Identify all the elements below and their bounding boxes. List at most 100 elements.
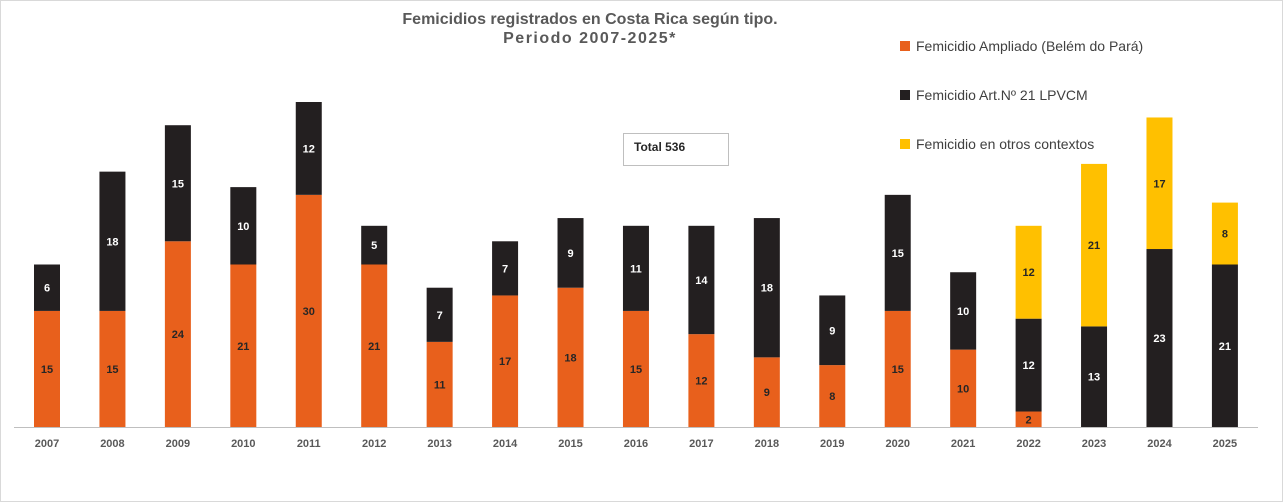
data-label: 12 xyxy=(695,376,707,388)
data-label: 12 xyxy=(1022,267,1034,279)
bar-segment xyxy=(884,310,911,427)
data-label: 12 xyxy=(1022,360,1034,372)
bar-segment xyxy=(819,295,846,366)
data-label: 7 xyxy=(437,310,443,322)
x-tick-label: 2025 xyxy=(1213,438,1237,450)
data-label: 18 xyxy=(564,352,576,364)
bar-segment xyxy=(295,102,322,195)
bar-segment xyxy=(622,310,649,427)
bar-segment xyxy=(1081,326,1108,427)
bar-segment xyxy=(99,171,126,311)
data-label: 13 xyxy=(1088,372,1100,384)
bar-segment xyxy=(622,225,649,311)
x-tick-label: 2009 xyxy=(166,438,190,450)
x-tick-label: 2013 xyxy=(427,438,451,450)
x-tick-label: 2010 xyxy=(231,438,255,450)
data-label: 18 xyxy=(106,236,118,248)
bar-segment xyxy=(230,264,257,427)
data-label: 11 xyxy=(630,263,642,275)
bar-segment xyxy=(1015,318,1042,412)
legend-swatch xyxy=(900,139,910,149)
x-tick-label: 2014 xyxy=(493,438,518,450)
legend-item-otros: Femicidio en otros contextos xyxy=(900,136,1094,152)
data-label: 17 xyxy=(499,356,511,368)
x-tick-label: 2023 xyxy=(1082,438,1106,450)
data-label: 11 xyxy=(434,379,446,391)
bar-segment xyxy=(426,341,453,427)
bar-segment xyxy=(950,272,977,350)
data-label: 5 xyxy=(371,240,377,252)
bar-segment xyxy=(557,287,584,427)
total-annotation: Total 536 xyxy=(623,133,729,166)
data-label: 10 xyxy=(957,306,969,318)
data-label: 15 xyxy=(892,248,904,260)
data-label: 7 xyxy=(502,263,508,275)
bar-segment xyxy=(164,241,191,427)
x-tick-label: 2021 xyxy=(951,438,975,450)
x-tick-label: 2016 xyxy=(624,438,648,450)
data-label: 21 xyxy=(237,341,249,353)
bar-segment xyxy=(557,218,584,288)
bar-segment xyxy=(295,194,322,427)
legend-item-ampliado: Femicidio Ampliado (Belém do Pará) xyxy=(900,38,1143,54)
data-label: 2 xyxy=(1026,414,1032,426)
bar-segment xyxy=(361,225,388,265)
data-label: 23 xyxy=(1153,333,1165,345)
legend-label: Femicidio Ampliado (Belém do Pará) xyxy=(916,38,1144,54)
data-label: 21 xyxy=(368,341,380,353)
x-tick-label: 2011 xyxy=(297,438,321,450)
bar-segment xyxy=(688,225,715,335)
chart-title: Femicidios registrados en Costa Rica seg… xyxy=(340,10,840,48)
bar-segment xyxy=(688,334,715,427)
bar-segment xyxy=(1081,163,1108,327)
bar-segment xyxy=(819,365,846,427)
data-label: 15 xyxy=(41,364,53,376)
x-tick-label: 2022 xyxy=(1016,438,1040,450)
x-tick-label: 2019 xyxy=(820,438,844,450)
legend-swatch xyxy=(900,41,910,51)
bar-segment xyxy=(1211,202,1238,265)
data-label: 9 xyxy=(567,248,573,260)
legend-label: Femicidio Art.Nº 21 LPVCM xyxy=(916,87,1088,103)
data-label: 30 xyxy=(303,306,315,318)
data-label: 9 xyxy=(829,325,835,337)
bar-segment xyxy=(34,264,60,311)
bar-segment xyxy=(426,287,453,342)
x-tick-label: 2024 xyxy=(1147,438,1172,450)
data-label: 17 xyxy=(1153,178,1165,190)
bar-segment xyxy=(1146,249,1173,427)
bar-segment xyxy=(1015,411,1042,427)
data-label: 15 xyxy=(630,364,642,376)
bar-segment xyxy=(34,310,60,427)
data-label: 10 xyxy=(957,383,969,395)
legend-item-art21: Femicidio Art.Nº 21 LPVCM xyxy=(900,87,1088,103)
data-label: 15 xyxy=(106,364,118,376)
legend-swatch xyxy=(900,90,910,100)
bar-segment xyxy=(884,194,911,311)
x-tick-label: 2017 xyxy=(689,438,713,450)
title-line-2: Periodo 2007-2025* xyxy=(503,30,677,47)
title-line-1: Femicidios registrados en Costa Rica seg… xyxy=(402,11,778,28)
bar-segment xyxy=(753,218,780,358)
data-label: 18 xyxy=(761,283,773,295)
bar-segment xyxy=(230,187,257,265)
x-tick-label: 2007 xyxy=(35,438,59,450)
data-label: 8 xyxy=(829,391,835,403)
data-label: 10 xyxy=(237,221,249,233)
bar-segment xyxy=(950,349,977,427)
data-label: 24 xyxy=(172,329,185,341)
data-label: 12 xyxy=(303,143,315,155)
data-label: 14 xyxy=(695,275,708,287)
x-tick-label: 2015 xyxy=(558,438,582,450)
x-tick-label: 2012 xyxy=(362,438,386,450)
bar-segment xyxy=(99,310,126,427)
data-label: 9 xyxy=(764,387,770,399)
data-label: 21 xyxy=(1088,240,1100,252)
data-label: 15 xyxy=(172,178,184,190)
x-tick-label: 2008 xyxy=(100,438,124,450)
bar-segment xyxy=(1146,117,1173,250)
data-label: 21 xyxy=(1219,341,1231,353)
bar-segment xyxy=(492,295,519,427)
legend-label: Femicidio en otros contextos xyxy=(916,136,1095,152)
